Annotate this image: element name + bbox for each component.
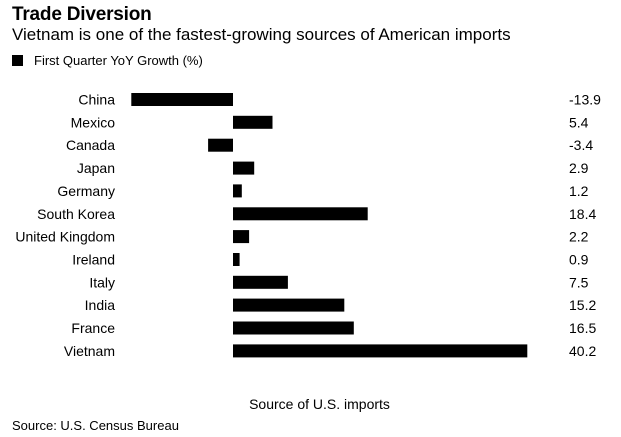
bar — [233, 184, 242, 198]
bar — [131, 93, 233, 106]
source-note: Source: U.S. Census Bureau — [12, 418, 179, 433]
category-label: Italy — [89, 274, 115, 290]
value-label: -3.4 — [569, 137, 593, 153]
value-label: -13.9 — [569, 92, 601, 108]
category-label: China — [78, 92, 115, 108]
bar — [233, 321, 354, 335]
category-label: France — [71, 320, 115, 336]
category-label: Mexico — [71, 114, 116, 130]
category-label: Ireland — [72, 251, 115, 267]
category-label: South Korea — [37, 206, 115, 222]
bar — [233, 253, 240, 266]
bar — [208, 138, 233, 152]
value-label: 7.5 — [569, 274, 589, 290]
bar — [233, 207, 368, 221]
category-label: Germany — [57, 183, 115, 199]
bar — [233, 344, 528, 358]
bar — [233, 161, 255, 175]
chart-subtitle: Vietnam is one of the fastest-growing so… — [12, 25, 511, 44]
category-label: India — [85, 297, 116, 313]
legend: First Quarter YoY Growth (%) — [12, 53, 203, 68]
category-label: Japan — [77, 160, 115, 176]
category-label: United Kingdom — [15, 229, 115, 245]
value-label: 2.9 — [569, 160, 589, 176]
value-label: 1.2 — [569, 183, 589, 199]
x-axis-label: Source of U.S. imports — [249, 396, 390, 412]
bar — [233, 298, 345, 312]
value-label: 0.9 — [569, 251, 589, 267]
legend-label: First Quarter YoY Growth (%) — [34, 53, 203, 68]
bar — [233, 275, 288, 289]
chart-title: Trade Diversion — [12, 4, 152, 25]
bar — [233, 115, 273, 129]
value-label: 2.2 — [569, 229, 589, 245]
value-label: 15.2 — [569, 297, 596, 313]
category-label: Canada — [66, 137, 115, 153]
category-label: Vietnam — [64, 343, 115, 359]
value-label: 40.2 — [569, 343, 596, 359]
value-label: 5.4 — [569, 114, 589, 130]
value-label: 18.4 — [569, 206, 596, 222]
legend-swatch — [12, 55, 23, 66]
bar — [233, 230, 250, 244]
value-label: 16.5 — [569, 320, 596, 336]
